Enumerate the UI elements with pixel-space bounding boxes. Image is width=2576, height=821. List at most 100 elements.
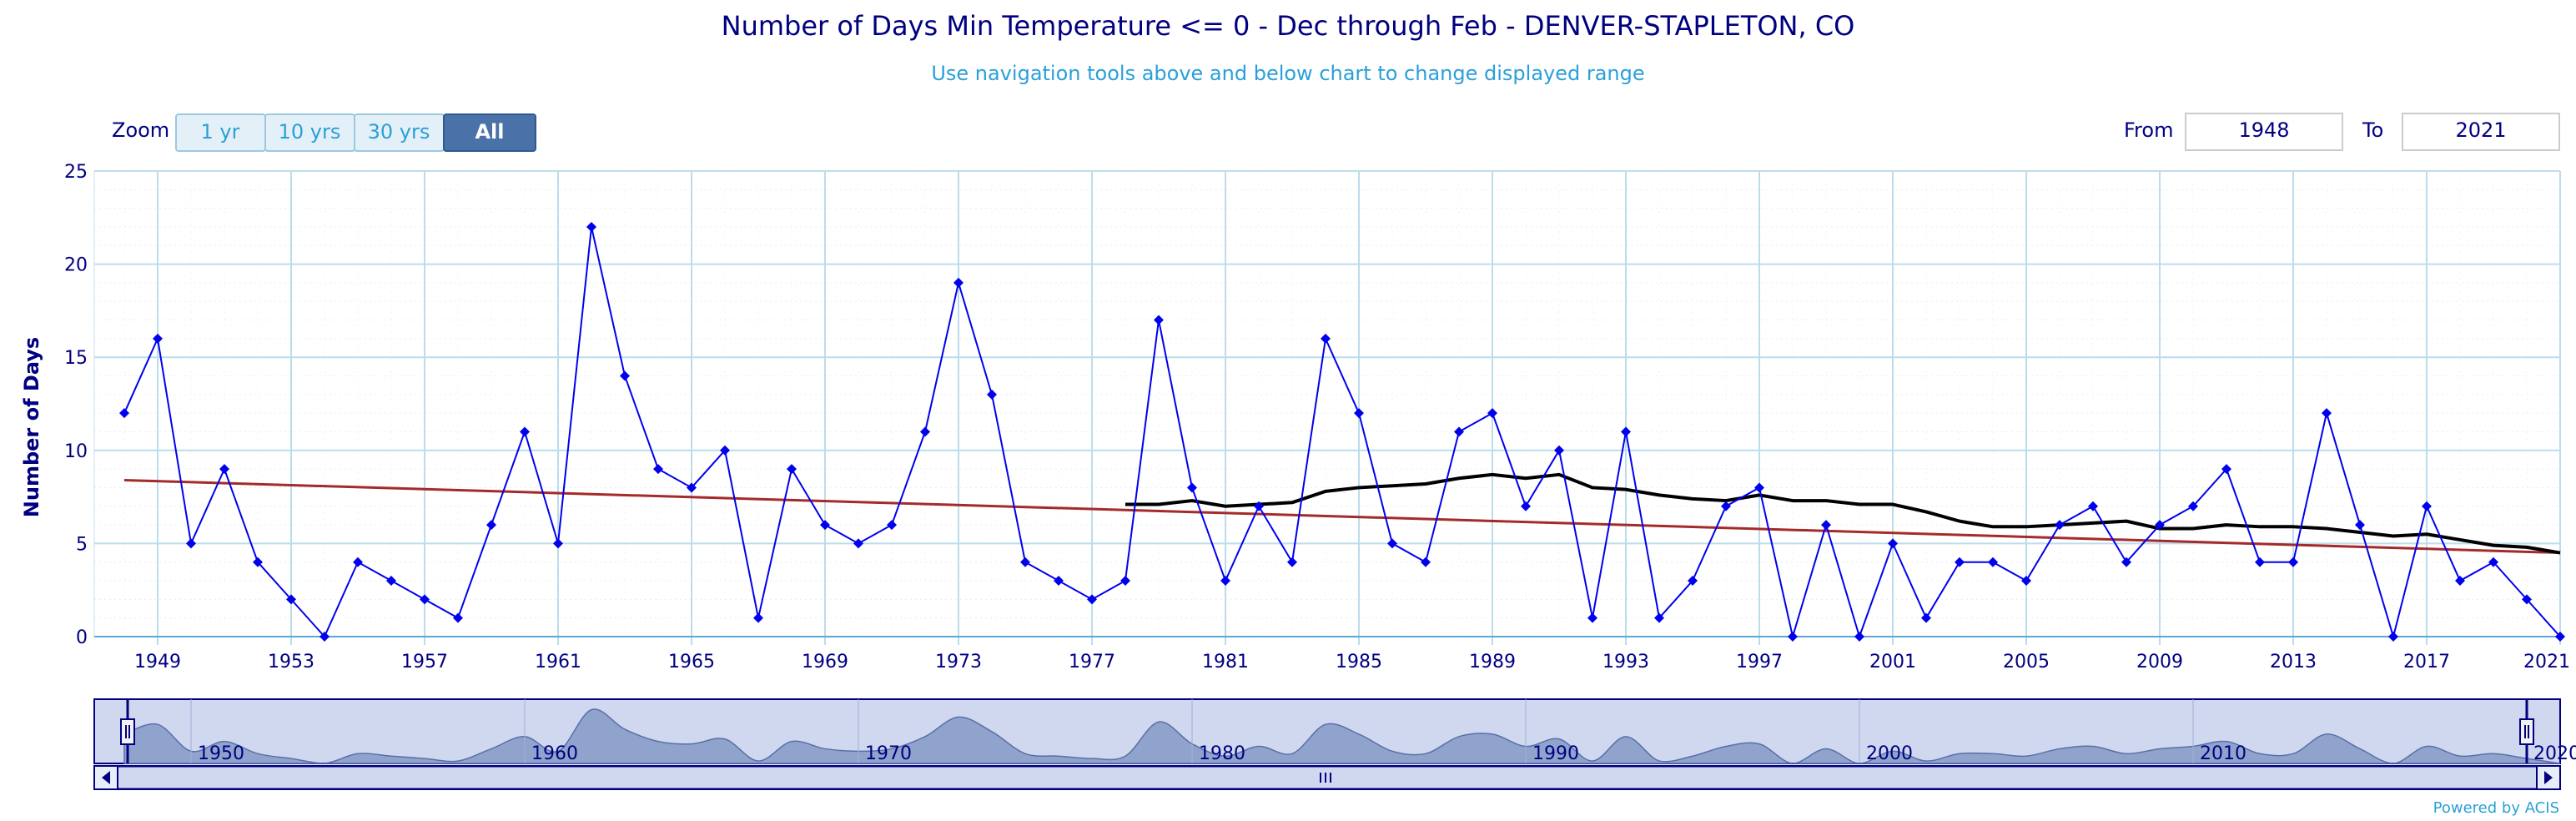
- data-point[interactable]: [1955, 557, 1965, 567]
- data-point[interactable]: [820, 520, 830, 531]
- x-tick-label: 2009: [2136, 652, 2183, 672]
- data-point[interactable]: [620, 370, 630, 381]
- data-point[interactable]: [2422, 501, 2432, 511]
- data-point[interactable]: [1054, 576, 1064, 587]
- data-point[interactable]: [1587, 612, 1597, 623]
- data-point[interactable]: [153, 333, 163, 344]
- scroll-right-button[interactable]: [2536, 765, 2561, 790]
- data-point[interactable]: [1254, 501, 1264, 511]
- data-point[interactable]: [1788, 632, 1798, 642]
- to-input[interactable]: 2021: [2402, 113, 2560, 151]
- data-point[interactable]: [186, 538, 196, 549]
- data-point[interactable]: [1754, 482, 1764, 493]
- data-point[interactable]: [2388, 632, 2398, 642]
- data-point[interactable]: [253, 557, 263, 567]
- data-point[interactable]: [1287, 557, 1297, 567]
- data-point[interactable]: [2021, 576, 2031, 587]
- data-point[interactable]: [2355, 520, 2365, 531]
- data-point[interactable]: [1821, 520, 1831, 531]
- credit-link[interactable]: Powered by ACIS: [2433, 799, 2559, 817]
- data-point[interactable]: [2522, 594, 2532, 605]
- data-point[interactable]: [787, 464, 797, 475]
- data-point[interactable]: [920, 426, 930, 437]
- x-tick-label: 1949: [134, 652, 181, 672]
- data-point[interactable]: [1487, 408, 1497, 419]
- data-point[interactable]: [586, 221, 596, 232]
- data-point[interactable]: [1421, 557, 1431, 567]
- navigator[interactable]: 1950 1960 1970 1980 1990 2000 2010 2020: [93, 698, 2576, 764]
- data-point[interactable]: [2555, 632, 2565, 642]
- data-point[interactable]: [753, 612, 763, 623]
- data-point[interactable]: [1020, 557, 1030, 567]
- data-point[interactable]: [1521, 501, 1531, 511]
- navigator-right-handle[interactable]: [2519, 699, 2534, 763]
- chart-subtitle: Use navigation tools above and below cha…: [931, 62, 1644, 85]
- x-tick-label: 2001: [1869, 652, 1916, 672]
- data-point[interactable]: [1688, 576, 1698, 587]
- x-axis: 1949 1953 1957 1961 1965 1969 1973 1977 1981 1985…: [94, 636, 2570, 672]
- data-point[interactable]: [2255, 557, 2265, 567]
- data-point[interactable]: [687, 482, 697, 493]
- data-point[interactable]: [319, 632, 330, 642]
- data-point[interactable]: [453, 612, 463, 623]
- data-point[interactable]: [1921, 612, 1931, 623]
- data-point[interactable]: [1120, 576, 1130, 587]
- observed-series-line: [123, 226, 2561, 640]
- data-point[interactable]: [2221, 464, 2231, 475]
- trend-line: [123, 479, 2561, 555]
- data-point[interactable]: [520, 426, 530, 437]
- from-input[interactable]: 1948: [2185, 113, 2343, 151]
- data-point[interactable]: [1154, 315, 1164, 325]
- data-point[interactable]: [987, 389, 997, 400]
- data-point[interactable]: [1087, 594, 1097, 605]
- data-point[interactable]: [853, 538, 863, 549]
- data-point[interactable]: [486, 520, 496, 531]
- zoom-all-button[interactable]: All: [443, 113, 536, 152]
- data-point[interactable]: [720, 445, 730, 456]
- data-point[interactable]: [2188, 501, 2198, 511]
- scroll-left-button[interactable]: [93, 765, 118, 790]
- data-point[interactable]: [553, 538, 563, 549]
- navigator-tick-label: 1980: [1199, 743, 1245, 764]
- x-tick-label: 1993: [1602, 652, 1649, 672]
- data-point[interactable]: [1354, 408, 1364, 419]
- data-point[interactable]: [1988, 557, 1998, 567]
- zoom-30yrs-button[interactable]: 30 yrs: [354, 113, 445, 152]
- data-point[interactable]: [1654, 612, 1664, 623]
- navigator-left-handle[interactable]: [120, 699, 135, 763]
- data-point[interactable]: [2322, 408, 2332, 419]
- data-point[interactable]: [1454, 426, 1464, 437]
- data-point[interactable]: [2155, 520, 2165, 531]
- data-point[interactable]: [386, 576, 396, 587]
- data-point[interactable]: [1554, 445, 1564, 456]
- data-point[interactable]: [887, 520, 897, 531]
- data-point[interactable]: [953, 277, 963, 288]
- data-point[interactable]: [1187, 482, 1197, 493]
- data-point[interactable]: [353, 557, 363, 567]
- data-point[interactable]: [286, 594, 296, 605]
- data-point[interactable]: [2488, 557, 2498, 567]
- data-point[interactable]: [2288, 557, 2298, 567]
- y-tick-label: 15: [64, 348, 88, 369]
- zoom-1yr-button[interactable]: 1 yr: [175, 113, 266, 152]
- data-point[interactable]: [1721, 501, 1731, 511]
- data-point[interactable]: [2455, 576, 2465, 587]
- data-point[interactable]: [2121, 557, 2131, 567]
- data-point[interactable]: [2088, 501, 2098, 511]
- data-point[interactable]: [1621, 426, 1631, 437]
- scrollbar-grip-icon: [1320, 773, 1331, 783]
- y-tick-label: 5: [76, 534, 88, 555]
- data-point[interactable]: [653, 464, 663, 475]
- data-point[interactable]: [1321, 333, 1331, 344]
- data-point[interactable]: [1220, 576, 1230, 587]
- data-point[interactable]: [2055, 520, 2065, 531]
- zoom-10yrs-button[interactable]: 10 yrs: [264, 113, 355, 152]
- scrollbar-thumb[interactable]: [117, 766, 2538, 789]
- data-point[interactable]: [1387, 538, 1397, 549]
- data-point[interactable]: [1888, 538, 1898, 549]
- data-point[interactable]: [219, 464, 229, 475]
- scrollbar[interactable]: [93, 765, 2561, 790]
- data-point[interactable]: [420, 594, 430, 605]
- data-point[interactable]: [1854, 632, 1864, 642]
- data-point[interactable]: [119, 408, 129, 419]
